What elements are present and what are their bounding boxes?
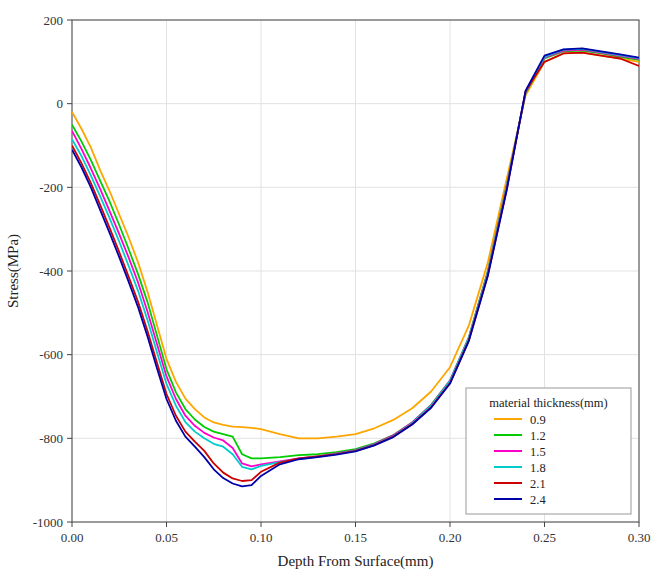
y-tick (67, 522, 72, 523)
series-line (72, 53, 639, 439)
y-grid-line (72, 103, 639, 104)
grid (72, 20, 639, 522)
x-tick (450, 522, 451, 527)
x-axis-label: Depth From Surface(mm) (278, 553, 434, 570)
legend-swatch (494, 482, 522, 484)
y-tick-label: -200 (39, 180, 63, 195)
legend-swatch (494, 466, 522, 468)
y-tick (67, 354, 72, 355)
chart: 0.00 0.05 0.10 0.15 0.20 0.25 0.30 -1000 -800 -60… (0, 0, 657, 578)
x-tick (355, 522, 356, 527)
x-tick (72, 522, 73, 527)
y-tick-label: 200 (44, 13, 64, 28)
y-tick-label: -600 (39, 347, 63, 362)
legend-entry: 0.9 (530, 413, 546, 427)
x-tick-label: 0.25 (533, 530, 556, 545)
series-line (72, 50, 639, 467)
y-tick-label: 0 (57, 96, 64, 111)
y-tick (67, 438, 72, 439)
y-tick (67, 20, 72, 21)
legend-entry: 2.1 (530, 477, 546, 491)
plot-frame (72, 20, 639, 522)
series-line (72, 49, 639, 469)
x-tick-label: 0.30 (628, 530, 651, 545)
x-tick (639, 522, 640, 527)
y-grid-line (72, 187, 639, 188)
x-tick-label: 0.05 (155, 530, 178, 545)
y-tick-label: -1000 (33, 515, 63, 530)
x-tick-label: 0.10 (250, 530, 273, 545)
axes: 0.00 0.05 0.10 0.15 0.20 0.25 0.30 -1000 -800 -60… (33, 13, 651, 546)
y-tick-label: -800 (39, 431, 63, 446)
x-tick (166, 522, 167, 527)
legend: material thickness(mm) 0.9 1.2 1.5 1.8 2.1 2.4 (466, 388, 631, 514)
x-tick-label: 0.00 (61, 530, 84, 545)
legend-entry: 1.5 (530, 445, 546, 459)
x-tick-label: 0.15 (344, 530, 367, 545)
y-tick (67, 187, 72, 188)
legend-swatch (494, 498, 522, 500)
y-tick (67, 271, 72, 272)
y-tick-label: -400 (39, 264, 63, 279)
legend-swatch (494, 450, 522, 452)
legend-box (466, 388, 631, 514)
legend-swatch (494, 434, 522, 436)
legend-entry: 1.8 (530, 461, 546, 475)
legend-entry: 1.2 (530, 429, 546, 443)
legend-entry: 2.4 (530, 493, 546, 507)
x-tick-label: 0.20 (439, 530, 462, 545)
background (0, 0, 657, 578)
x-tick (544, 522, 545, 527)
legend-swatch (494, 418, 522, 420)
y-grid-line (72, 271, 639, 272)
x-tick (261, 522, 262, 527)
legend-title: material thickness(mm) (489, 396, 607, 410)
series-line (72, 51, 639, 459)
y-tick (67, 103, 72, 104)
y-axis-label: Stress(MPa) (5, 234, 22, 308)
